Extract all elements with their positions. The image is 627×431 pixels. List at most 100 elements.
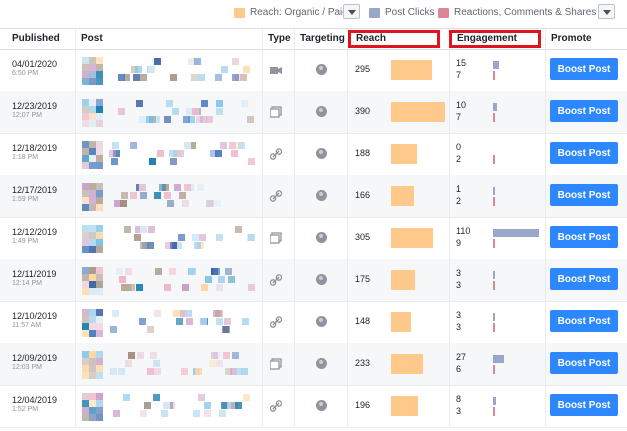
table-row[interactable]: 12/11/2019 12:14 PM 175 3 3 Boost Post [0,259,627,302]
reach-bar [391,228,433,248]
post-clicks-value: 27 [456,352,467,362]
post-thumbnail[interactable] [82,267,104,295]
post-clicks-bar [493,229,539,237]
column-targeting[interactable]: Targeting [294,29,347,49]
reach-bar [391,396,418,416]
reach-value: 295 [355,64,371,74]
table-row[interactable]: 04/01/2020 6:50 PM 295 15 7 Boost Post [0,49,627,92]
link-icon [270,148,282,160]
post-thumbnail[interactable] [82,309,104,337]
reach-swatch [234,7,245,18]
post-clicks-value: 10 [456,100,467,110]
post-clicks-value: 110 [456,226,471,236]
reactions-value: 3 [456,322,462,332]
reach-bar [391,186,414,206]
column-reach[interactable]: Reach [348,30,440,48]
reach-bar [391,354,423,374]
reactions-value: 9 [456,238,462,248]
boost-post-button[interactable]: Boost Post [550,310,618,332]
table-row[interactable]: 12/17/2019 1:59 PM 166 1 2 Boost Post [0,175,627,218]
published-time: 12:03 PM [12,364,42,371]
reactions-bar [493,239,495,248]
reactions-bar [493,407,495,416]
table-row[interactable]: 12/09/2019 12:03 PM 233 27 6 Boost Post [0,343,627,386]
post-thumbnail[interactable] [82,225,104,253]
globe-icon [316,274,327,285]
post-clicks-bar [493,187,495,195]
published-date: 12/23/2019 [12,101,58,111]
reactions-bar [493,281,495,290]
table-row[interactable]: 12/12/2019 1:49 PM 305 110 9 Boost Post [0,217,627,260]
post-clicks-bar [493,103,497,111]
column-promote[interactable]: Promote [545,29,627,49]
published-date: 12/12/2019 [12,227,58,237]
reactions-value: 7 [456,112,462,122]
legend-reach: Reach: Organic / Paid [234,7,348,18]
boost-post-button[interactable]: Boost Post [550,268,618,290]
post-clicks-bar [493,313,495,321]
post-thumbnail[interactable] [82,141,104,169]
published-time: 12:14 PM [12,280,42,287]
post-thumbnail[interactable] [82,183,104,211]
reach-value: 233 [355,358,371,368]
legend-post-clicks-label: Post Clicks [385,7,435,18]
boost-post-button[interactable]: Boost Post [550,394,618,416]
published-date: 12/09/2019 [12,353,58,363]
published-date: 12/10/2019 [12,311,58,321]
published-date: 12/11/2019 [12,269,57,279]
column-published[interactable]: Published [12,33,60,44]
boost-post-button[interactable]: Boost Post [550,100,618,122]
reactions-value: 2 [456,196,462,206]
reach-value: 148 [355,316,371,326]
post-thumbnail[interactable] [82,99,104,127]
boost-post-button[interactable]: Boost Post [550,142,618,164]
column-post[interactable]: Post [75,29,262,49]
post-thumbnail[interactable] [82,57,104,85]
published-time: 1:49 PM [12,238,39,245]
boost-post-button[interactable]: Boost Post [550,352,618,374]
reactions-bar [493,71,495,80]
reactions-value: 7 [456,70,462,80]
reactions-bar [493,197,495,206]
post-clicks-bar [493,355,504,363]
reactions-bar [493,113,495,122]
boost-post-button[interactable]: Boost Post [550,58,618,80]
published-time: 1:59 PM [12,196,39,203]
column-engagement[interactable]: Engagement [449,30,541,48]
reach-bar [391,144,417,164]
globe-icon [316,148,327,159]
reactions-bar [493,365,495,374]
post-clicks-bar [493,61,499,69]
photo-icon [270,232,282,244]
boost-post-button[interactable]: Boost Post [550,184,618,206]
video-icon [270,67,282,74]
published-time: 1:18 PM [12,154,39,161]
reach-value: 188 [355,148,371,158]
column-type[interactable]: Type [262,29,294,49]
table-row[interactable]: 12/04/2019 1:52 PM 196 8 3 Boost Post [0,385,627,428]
globe-icon [316,316,327,327]
photo-icon [270,358,282,370]
published-date: 12/04/2019 [12,395,58,405]
table-header: Published Post Type Targeting Reach Enga… [0,28,627,50]
published-time: 11:57 AM [12,322,42,329]
table-row[interactable]: 12/10/2019 11:57 AM 148 3 3 Boost Post [0,301,627,344]
globe-icon [316,400,327,411]
post-thumbnail[interactable] [82,351,104,379]
published-time: 6:50 PM [12,70,39,77]
table-row[interactable]: 12/18/2019 1:18 PM 188 0 2 Boost Post [0,133,627,176]
chart-legend: Reach: Organic / Paid Post Clicks Reacti… [0,0,627,28]
engagement-dropdown-button[interactable] [598,4,615,19]
globe-icon [316,358,327,369]
post-thumbnail[interactable] [82,393,104,421]
reach-value: 175 [355,274,371,284]
globe-icon [316,190,327,201]
reach-dropdown-button[interactable] [343,4,360,19]
reach-value: 305 [355,232,371,242]
legend-post-clicks: Post Clicks [369,7,434,18]
post-clicks-swatch [369,7,380,18]
boost-post-button[interactable]: Boost Post [550,226,618,248]
reach-value: 390 [355,106,371,116]
post-clicks-bar [493,271,495,279]
table-row[interactable]: 12/23/2019 12:07 PM 390 10 7 Boost Post [0,91,627,134]
